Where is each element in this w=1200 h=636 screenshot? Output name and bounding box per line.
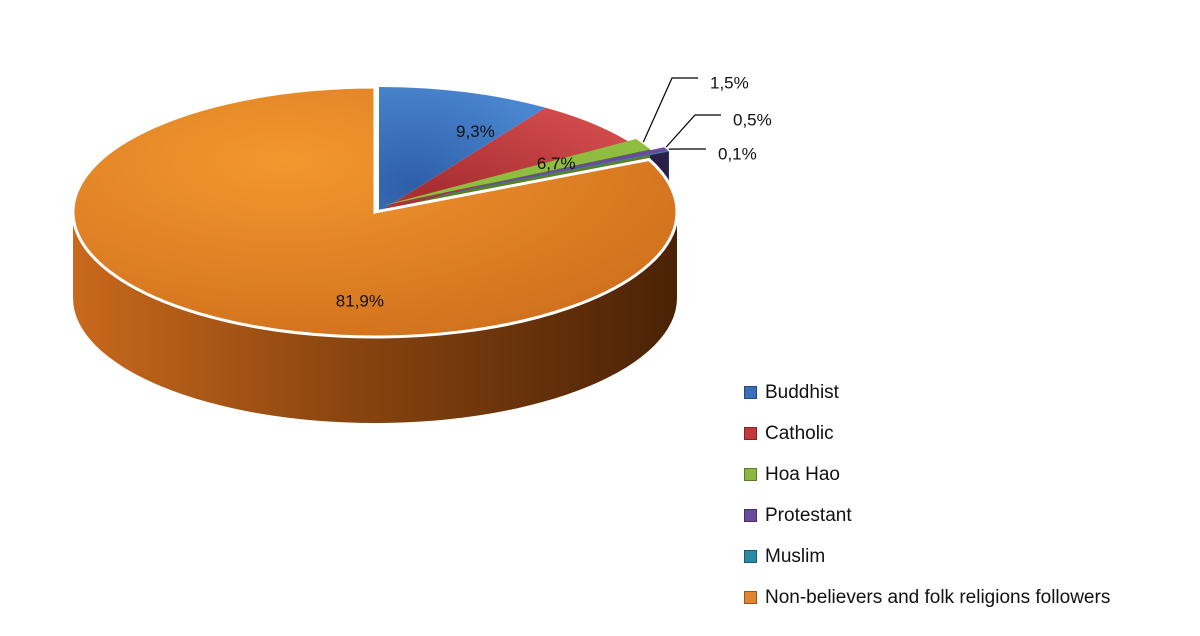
pie-slice-buddhist <box>379 87 546 212</box>
legend-swatch <box>744 550 757 563</box>
data-label-2: 1,5% <box>710 73 749 92</box>
legend-label: Catholic <box>765 422 834 444</box>
legend-swatch <box>744 468 757 481</box>
legend-label: Non-believers and folk religions followe… <box>765 586 1111 608</box>
pie-slice-protestant <box>395 147 669 204</box>
pie-slice-muslim <box>395 150 670 204</box>
leader-line-3 <box>665 114 721 148</box>
data-label-3: 0,5% <box>733 110 772 129</box>
pie-slice-non-believers-and-folk-religions-followers <box>71 85 679 339</box>
legend-item: Catholic <box>744 413 1110 454</box>
legend-item: Buddhist <box>744 372 1110 413</box>
legend-swatch <box>744 427 757 440</box>
legend-item: Non-believers and folk religions followe… <box>744 577 1110 618</box>
pie-slice-catholic <box>379 107 634 212</box>
chart-legend: Buddhist Catholic Hoa Hao Protestant Muslim N… <box>744 372 1110 618</box>
data-label-1: 6,7% <box>537 154 576 173</box>
pie-slice-hoa-hao <box>381 139 651 206</box>
legend-swatch <box>744 591 757 604</box>
data-label-0: 9,3% <box>456 122 495 141</box>
legend-label: Buddhist <box>765 381 839 403</box>
legend-item: Hoa Hao <box>744 454 1110 495</box>
legend-label: Muslim <box>765 545 826 567</box>
data-label-4: 0,1% <box>718 144 757 163</box>
data-label-5: 81,9% <box>336 291 384 310</box>
legend-swatch <box>744 509 757 522</box>
legend-swatch <box>744 386 757 399</box>
legend-label: Protestant <box>765 504 852 526</box>
leader-line-2 <box>642 77 698 143</box>
legend-label: Hoa Hao <box>765 463 840 485</box>
pie-side-5 <box>73 212 677 423</box>
legend-item: Muslim <box>744 536 1110 577</box>
legend-item: Protestant <box>744 495 1110 536</box>
